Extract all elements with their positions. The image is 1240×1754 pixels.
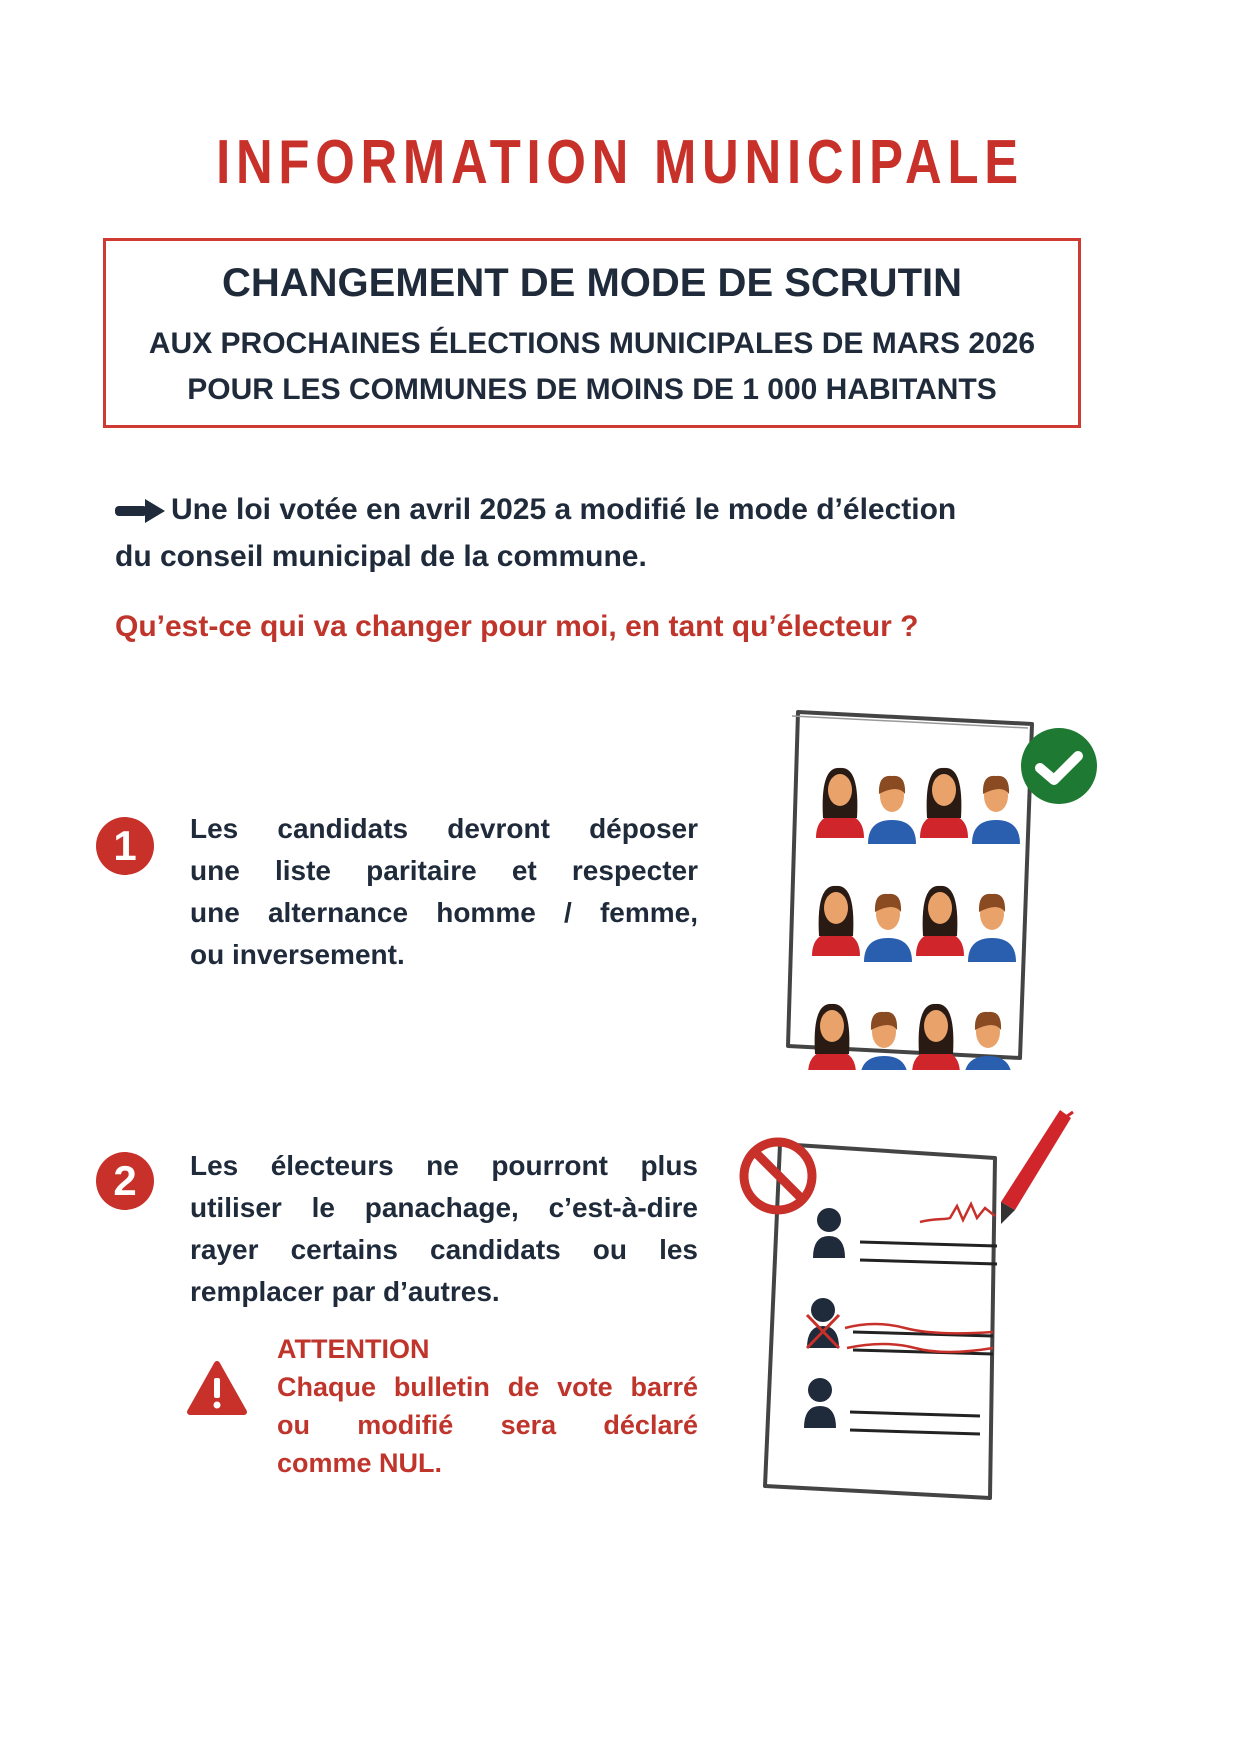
woman-candidate-icon	[808, 1003, 856, 1070]
candidate-grid	[808, 767, 1020, 1070]
man-candidate-icon	[861, 1011, 907, 1070]
intro-paragraph: Une loi votée en avril 2025 a modifié le…	[115, 486, 1095, 580]
warning-title: ATTENTION	[277, 1334, 430, 1364]
man-candidate-icon	[965, 1011, 1011, 1070]
candidate-row	[813, 1208, 998, 1266]
woman-candidate-icon	[816, 767, 864, 838]
man-candidate-icon	[864, 893, 912, 962]
warning-line: comme NUL.	[277, 1448, 443, 1478]
step-1-line: une alternance homme / femme,	[190, 897, 698, 928]
step-2-line: rayer certains candidats ou les	[190, 1234, 698, 1265]
candidate-row-crossed-out	[805, 1298, 994, 1356]
warning-triangle-icon	[187, 1361, 247, 1415]
woman-candidate-icon	[912, 1003, 960, 1070]
woman-candidate-icon	[920, 767, 968, 838]
question-heading: Qu’est-ce qui va changer pour moi, en ta…	[115, 610, 919, 643]
intro-line-2: du conseil municipal de la commune.	[115, 540, 647, 573]
step-2-line: remplacer par d’autres.	[190, 1276, 500, 1307]
step-number-1: 1	[96, 817, 154, 875]
prohibited-icon	[739, 1137, 817, 1215]
step-1-text: Les candidats devront déposer une liste …	[190, 808, 698, 976]
headline-box: CHANGEMENT DE MODE DE SCRUTIN AUX PROCHA…	[103, 238, 1081, 428]
woman-candidate-icon	[916, 885, 964, 956]
checkmark-badge-icon	[1021, 728, 1097, 804]
intro-line-1: Une loi votée en avril 2025 a modifié le…	[171, 493, 957, 526]
pen-icon	[1001, 1110, 1074, 1224]
step-1-line: ou inversement.	[190, 939, 405, 970]
step-1-line: Les candidats devront déposer	[190, 813, 698, 844]
woman-candidate-icon	[812, 885, 860, 956]
step-number-2: 2	[96, 1152, 154, 1210]
man-candidate-icon	[972, 775, 1020, 844]
headline-subtitle-2: POUR LES COMMUNES DE MOINS DE 1 000 HABI…	[187, 373, 997, 406]
headline-heading: CHANGEMENT DE MODE DE SCRUTIN	[221, 261, 963, 305]
candidate-row	[804, 1378, 981, 1436]
ballot-crossed-illustration	[739, 1110, 1074, 1500]
page-title: INFORMATION MUNICIPALE	[216, 128, 1024, 197]
headline-subtitle-1: AUX PROCHAINES ÉLECTIONS MUNICIPALES DE …	[148, 327, 1036, 360]
warning-block: ATTENTION Chaque bulletin de vote barré …	[277, 1330, 698, 1482]
warning-line: ou modifié sera déclaré	[277, 1410, 698, 1440]
step-1-line: une liste paritaire et respecter	[190, 855, 698, 886]
signature-scribble	[919, 1201, 996, 1224]
ballot-candidates-illustration	[786, 710, 1097, 1070]
man-candidate-icon	[968, 893, 1016, 962]
step-2-line: Les électeurs ne pourront plus	[190, 1150, 698, 1181]
man-candidate-icon	[868, 775, 916, 844]
step-2-line: utiliser le panachage, c’est-à-dire	[190, 1192, 698, 1223]
warning-line: Chaque bulletin de vote barré	[277, 1372, 698, 1402]
arrow-right-icon	[115, 499, 165, 524]
step-2-text: Les électeurs ne pourront plus utiliser …	[190, 1145, 698, 1313]
